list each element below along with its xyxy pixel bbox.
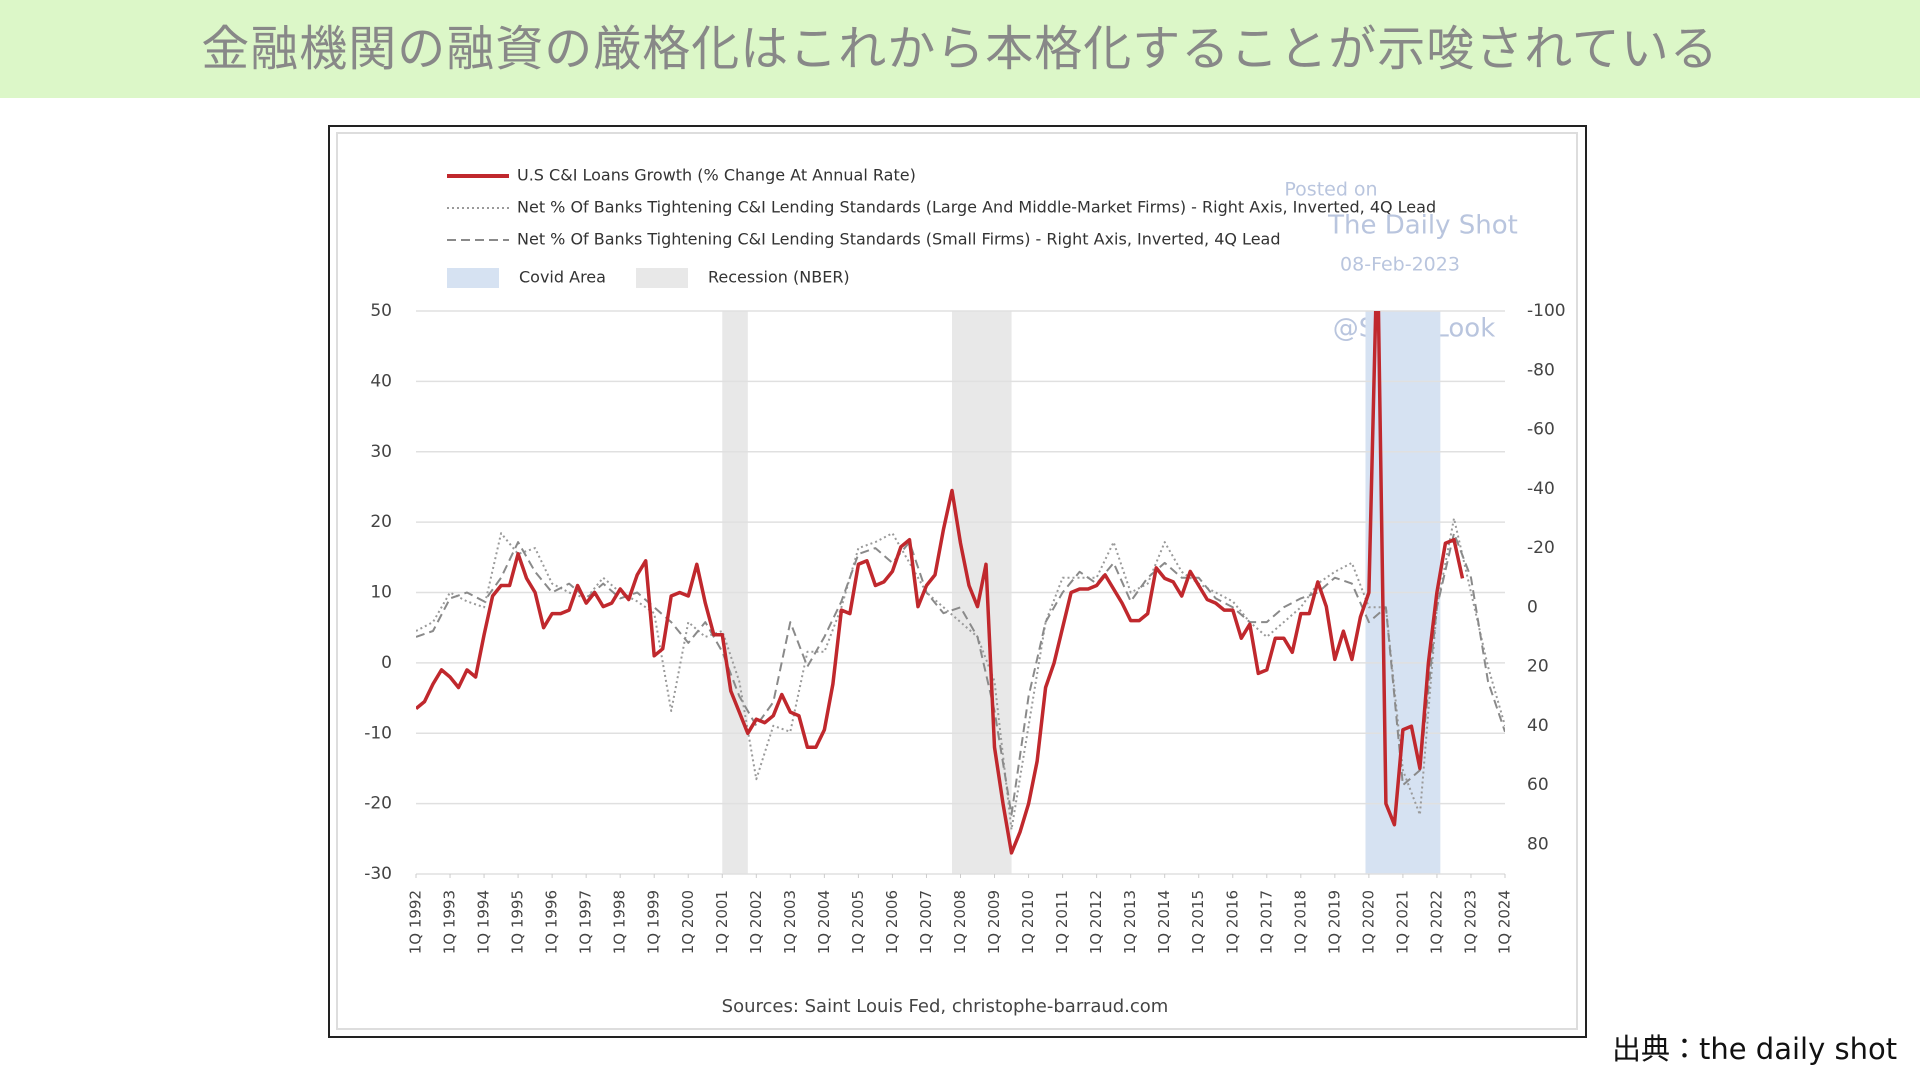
x-tick-label: 1Q 2020 xyxy=(1359,890,1377,954)
x-tick-label: 1Q 1993 xyxy=(441,890,459,954)
x-tick-label: 1Q 2009 xyxy=(985,890,1003,954)
y-tick-label: 40 xyxy=(370,371,392,391)
y-tick-label: 30 xyxy=(370,442,392,462)
slide-title: 金融機関の融資の厳格化はこれから本格化することが示唆されている xyxy=(0,0,1920,98)
x-tick-label: 1Q 2008 xyxy=(951,890,969,954)
x-tick-label: 1Q 2007 xyxy=(917,890,935,954)
legend-swatch xyxy=(636,268,688,288)
x-tick-label: 1Q 1997 xyxy=(577,890,595,954)
x-tick-label: 1Q 2005 xyxy=(849,890,867,954)
y2-tick-label: -20 xyxy=(1527,538,1555,558)
y-tick-label: 50 xyxy=(370,301,392,321)
y2-tick-label: 0 xyxy=(1527,597,1538,617)
y2-tick-label: 80 xyxy=(1527,834,1549,854)
x-tick-label: 1Q 1994 xyxy=(475,890,493,954)
x-tick-label: 1Q 1999 xyxy=(645,890,663,954)
y-tick-label: -30 xyxy=(364,864,392,884)
x-tick-label: 1Q 2019 xyxy=(1325,890,1343,954)
x-tick-label: 1Q 2003 xyxy=(781,890,799,954)
x-tick-label: 1Q 1996 xyxy=(543,890,561,954)
y2-tick-label: -100 xyxy=(1527,301,1566,321)
y2-tick-label: 40 xyxy=(1527,716,1549,736)
legend-label: Recession (NBER) xyxy=(708,268,850,287)
x-tick-label: 1Q 1992 xyxy=(407,890,425,954)
watermark: The Daily Shot xyxy=(1327,211,1518,241)
chart-frame xyxy=(328,125,1587,1038)
x-tick-label: 1Q 2001 xyxy=(713,890,731,954)
x-tick-label: 1Q 2015 xyxy=(1189,890,1207,954)
legend-label: Net % Of Banks Tightening C&I Lending St… xyxy=(517,198,1436,217)
watermark: Posted on xyxy=(1284,179,1377,201)
x-tick-label: 1Q 2010 xyxy=(1019,890,1037,954)
y2-tick-label: -40 xyxy=(1527,479,1555,499)
x-tick-label: 1Q 2002 xyxy=(747,890,765,954)
source: Sources: Saint Louis Fed, christophe-bar… xyxy=(722,996,1169,1017)
x-tick-label: 1Q 2023 xyxy=(1461,890,1479,954)
x-tick-label: 1Q 2014 xyxy=(1155,890,1173,954)
watermark: 08-Feb-2023 xyxy=(1340,254,1460,276)
y-tick-label: 0 xyxy=(381,653,392,673)
inner-border xyxy=(336,132,1578,1030)
y2-tick-label: 60 xyxy=(1527,775,1549,795)
x-tick-label: 1Q 2000 xyxy=(679,890,697,954)
x-tick-label: 1Q 2016 xyxy=(1223,890,1241,954)
x-tick-label: 1Q 1995 xyxy=(509,890,527,954)
x-tick-label: 1Q 2024 xyxy=(1496,890,1514,954)
x-tick-label: 1Q 1998 xyxy=(611,890,629,954)
y2-tick-label: -80 xyxy=(1527,360,1555,380)
legend-label: Covid Area xyxy=(519,268,606,287)
x-tick-label: 1Q 2021 xyxy=(1393,890,1411,954)
x-tick-label: 1Q 2013 xyxy=(1121,890,1139,954)
y-tick-label: -10 xyxy=(364,723,392,743)
y-tick-label: 20 xyxy=(370,512,392,532)
x-tick-label: 1Q 2011 xyxy=(1053,890,1071,954)
series-line xyxy=(416,517,1505,831)
legend-swatch xyxy=(447,268,499,288)
x-tick-label: 1Q 2018 xyxy=(1291,890,1309,954)
x-tick-label: 1Q 2012 xyxy=(1087,890,1105,954)
y2-tick-label: 20 xyxy=(1527,657,1549,677)
y2-tick-label: -60 xyxy=(1527,420,1555,440)
legend-label: Net % Of Banks Tightening C&I Lending St… xyxy=(517,230,1281,249)
x-tick-label: 1Q 2006 xyxy=(883,890,901,954)
y-tick-label: 10 xyxy=(370,583,392,603)
x-tick-label: 1Q 2004 xyxy=(815,890,833,954)
x-tick-label: 1Q 2022 xyxy=(1427,890,1445,954)
x-tick-label: 1Q 2017 xyxy=(1257,890,1275,954)
series-line xyxy=(416,311,1465,855)
y-tick-label: -20 xyxy=(364,794,392,814)
credit: 出典：the daily shot xyxy=(1612,1032,1898,1066)
series-line xyxy=(416,532,1505,816)
legend-label: U.S C&I Loans Growth (% Change At Annual… xyxy=(517,166,916,185)
